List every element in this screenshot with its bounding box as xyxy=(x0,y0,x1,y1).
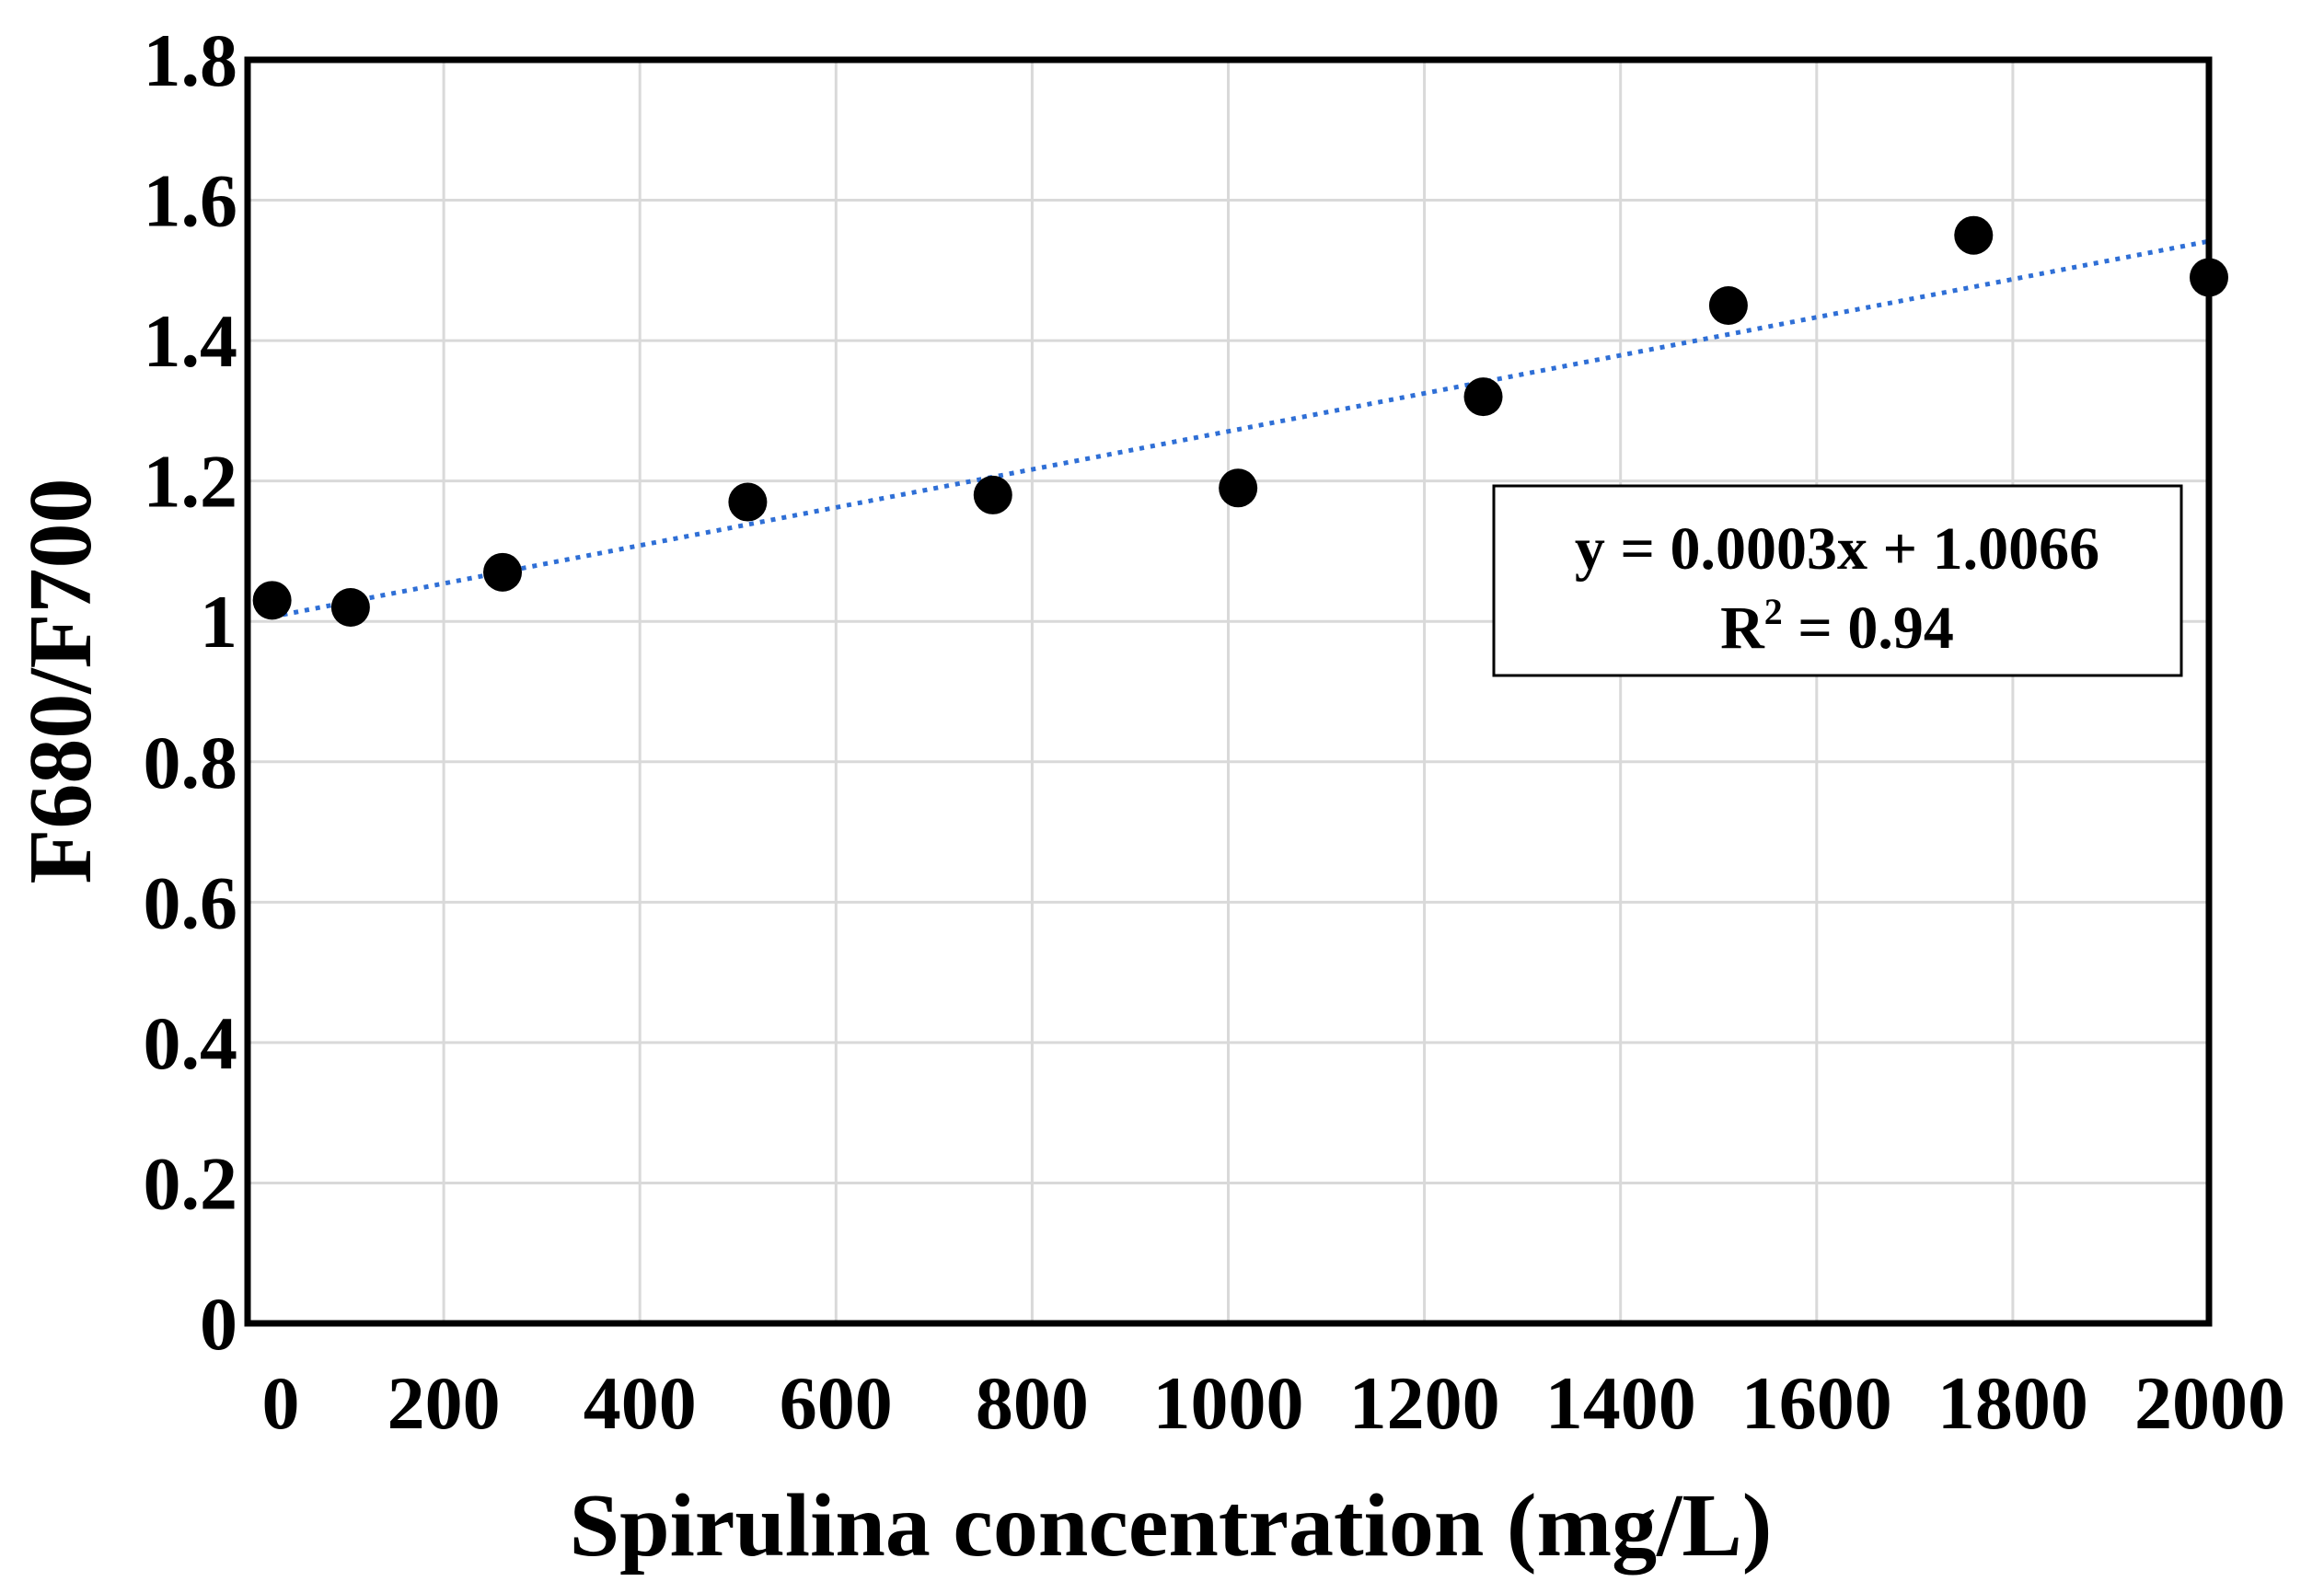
grid-lines xyxy=(246,58,2211,1325)
y-tick-label: 0.8 xyxy=(144,721,238,804)
x-tick-label: 1600 xyxy=(1741,1361,1892,1445)
x-tick-label: 1400 xyxy=(1545,1361,1696,1445)
x-tick-label: 1000 xyxy=(1153,1361,1304,1445)
y-tick-label: 0 xyxy=(200,1282,237,1366)
y-tick-label: 0.6 xyxy=(144,860,238,944)
x-tick-label: 200 xyxy=(387,1361,501,1445)
x-tick-label: 800 xyxy=(976,1361,1089,1445)
x-tick-label: 600 xyxy=(780,1361,893,1445)
y-tick-label: 1.8 xyxy=(144,18,238,102)
r-squared-superscript: 2 xyxy=(1764,591,1783,632)
data-point xyxy=(252,581,292,620)
x-tick-label: 1800 xyxy=(1937,1361,2088,1445)
data-point xyxy=(1708,285,1748,325)
data-point xyxy=(330,587,370,627)
plot-frame xyxy=(244,56,2213,1327)
r-squared-label: R2 = 0.94 xyxy=(1720,591,1954,662)
y-tick-label: 0.2 xyxy=(144,1141,238,1225)
y-tick-label: 1.2 xyxy=(144,440,238,524)
x-tick-labels: 0 200 400 600 800 1000 1200 1400 1600 1800 2000 xyxy=(262,1361,2286,1445)
x-tick-label: 0 xyxy=(262,1361,300,1445)
x-tick-label: 400 xyxy=(584,1361,697,1445)
regression-equation-box: y = 0.0003x + 1.0066 R2 = 0.94 xyxy=(1492,484,2183,677)
y-axis-title: F680/F700 xyxy=(11,479,110,884)
trendline xyxy=(272,238,2210,619)
r-squared-value: = 0.94 xyxy=(1783,594,1954,662)
x-axis-title: Spirulina concentration (mg/L) xyxy=(570,1476,1773,1576)
r-squared-prefix: R xyxy=(1720,594,1765,662)
data-point xyxy=(1954,215,1994,255)
data-point xyxy=(483,552,523,592)
y-tick-label: 1.4 xyxy=(144,299,238,383)
data-point xyxy=(1463,377,1503,417)
equation-box-frame xyxy=(1492,484,2183,677)
data-point xyxy=(1219,468,1258,508)
data-points xyxy=(252,215,2228,627)
regression-equation: y = 0.0003x + 1.0066 xyxy=(1575,515,2099,583)
y-tick-label: 0.4 xyxy=(144,1001,238,1085)
x-tick-label: 2000 xyxy=(2134,1361,2285,1445)
x-tick-label: 1200 xyxy=(1349,1361,1500,1445)
y-tick-label: 1.6 xyxy=(144,159,238,243)
y-tick-labels: 0 0.2 0.4 0.6 0.8 1 1.2 1.4 1.6 1.8 xyxy=(144,18,238,1366)
data-point xyxy=(728,482,768,522)
data-point xyxy=(973,475,1012,514)
y-tick-label: 1 xyxy=(200,580,237,664)
